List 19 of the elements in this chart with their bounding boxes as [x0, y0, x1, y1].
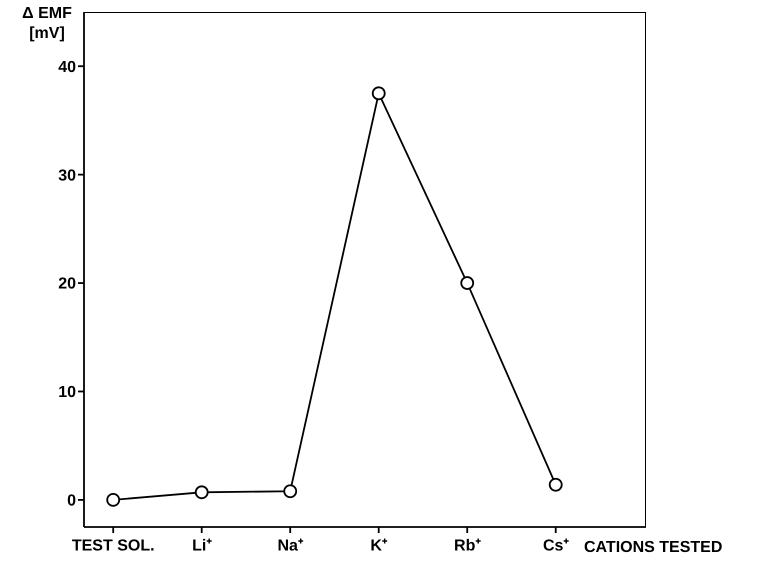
- point: [283, 484, 298, 498]
- x-tick-label: Li⁺: [192, 537, 212, 554]
- y-axis-title: Δ EMF [mV]: [21, 4, 73, 44]
- y-tick-label: 40: [58, 58, 76, 76]
- x-tick-label: K⁺: [370, 537, 388, 554]
- x-tick-label: TEST SOL.: [72, 537, 155, 554]
- y-tick-label: 20: [58, 276, 76, 293]
- point: [372, 86, 386, 100]
- x-tick-label: Rb⁺: [454, 537, 482, 554]
- x-tick-label: Na⁺: [277, 537, 304, 554]
- x-axis-title: CATIONS TESTED: [584, 539, 722, 557]
- y-tick-label: 0: [67, 492, 76, 510]
- point: [106, 492, 120, 507]
- point: [460, 276, 474, 290]
- y-tick-label: 30: [58, 167, 76, 184]
- x-tick-label: Cs⁺: [543, 537, 570, 554]
- point: [194, 485, 209, 500]
- point: [548, 478, 563, 492]
- y-tick-label: 10: [58, 384, 76, 402]
